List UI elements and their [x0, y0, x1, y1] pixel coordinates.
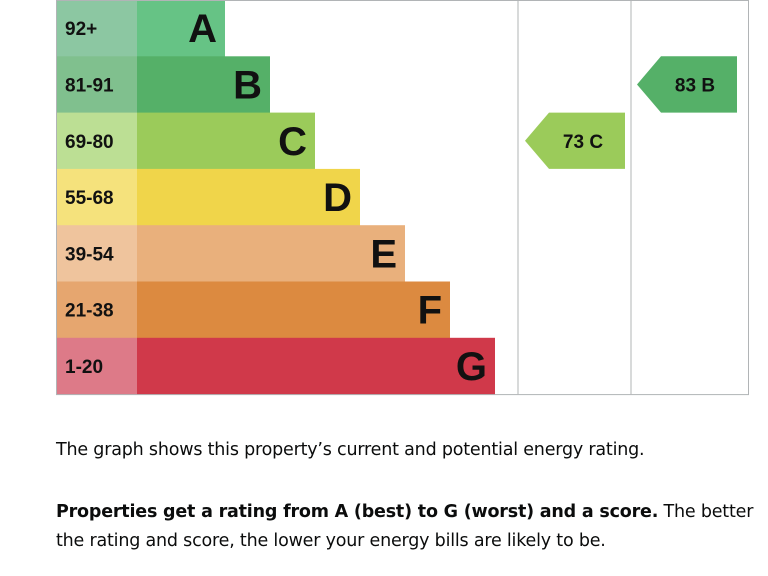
- potential-rating-label: 83 B: [675, 75, 715, 96]
- chart-border: [56, 0, 749, 396]
- rating-bar-a: [137, 0, 225, 57]
- rating-bar-e: [137, 225, 405, 282]
- score-band-c: [56, 112, 137, 170]
- rating-explanation-rest: The better the rating and score, the low…: [56, 502, 754, 551]
- rating-letter: A: [188, 7, 217, 51]
- score-label: 1-20: [65, 357, 103, 378]
- score-band-a: [56, 0, 137, 57]
- score-band-d: [56, 168, 137, 226]
- score-label: 55-68: [65, 188, 114, 209]
- rating-explanation-bold: Properties get a rating from A (best) to…: [56, 502, 659, 522]
- score-label: 92+: [65, 19, 97, 40]
- score-band-e: [56, 225, 137, 282]
- rating-letter: G: [456, 345, 487, 389]
- potential-arrow: [637, 56, 737, 113]
- score-label: 39-54: [65, 244, 114, 265]
- rating-bar-c: [137, 112, 315, 170]
- score-band-b: [56, 56, 137, 114]
- score-band-g: [56, 337, 137, 395]
- rating-bar-b: [137, 56, 270, 114]
- rating-letter: E: [370, 232, 397, 276]
- energy-rating-chart: 92+ A 81-91 B 69-80 C 55-68 D 39-54 E 21-38 F 1-20 G 7…: [56, 0, 749, 396]
- chart-description: The graph shows this property’s current …: [56, 440, 645, 460]
- rating-bar-g: [137, 337, 495, 395]
- score-label: 69-80: [65, 132, 114, 153]
- rating-bar-f: [137, 281, 450, 339]
- rating-letter: F: [418, 289, 442, 333]
- score-label: 21-38: [65, 301, 114, 322]
- rating-letter: C: [278, 120, 307, 164]
- rating-letter: D: [323, 176, 352, 220]
- rating-explanation: Properties get a rating from A (best) to…: [56, 498, 756, 556]
- rating-letter: B: [233, 63, 262, 107]
- score-band-f: [56, 281, 137, 339]
- score-label: 81-91: [65, 75, 114, 96]
- rating-bar-d: [137, 168, 360, 226]
- current-arrow: [525, 112, 625, 169]
- current-rating-label: 73 C: [563, 132, 603, 153]
